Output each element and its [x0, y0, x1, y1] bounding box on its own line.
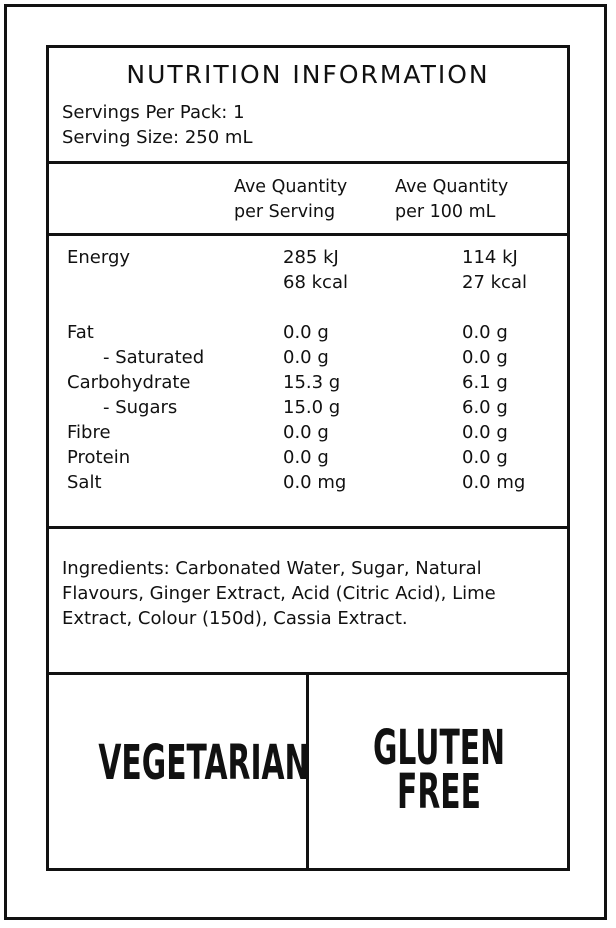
- column-header-per-serving-line2: per Serving: [234, 202, 336, 222]
- vegetarian-badge: VEGETARIAN: [98, 735, 310, 791]
- nutrient-per-100ml: 6.1 g: [462, 372, 508, 393]
- nutrient-name: Energy: [67, 247, 131, 268]
- ingredients-line: Flavours, Ginger Extract, Acid (Citric A…: [62, 583, 496, 604]
- nutrient-per-serving: 0.0 g: [283, 322, 329, 343]
- column-header-per-100ml: Ave Quantity per 100 mL: [395, 175, 508, 225]
- nutrient-name: Fat: [67, 322, 94, 343]
- column-header-per-100ml-line1: Ave Quantity: [395, 177, 509, 197]
- column-header-per-serving: Ave Quantity per Serving: [234, 175, 347, 225]
- ingredients-line: Extract, Colour (150d), Cassia Extract.: [62, 608, 408, 629]
- nutrient-per-100ml: 6.0 g: [462, 397, 508, 418]
- ingredients-text: Ingredients: Carbonated Water, Sugar, Na…: [62, 556, 562, 631]
- gluten-free-line1: GLUTEN: [372, 720, 506, 776]
- servings-per-pack: Servings Per Pack: 1: [62, 102, 245, 123]
- ingredients-line: Ingredients: Carbonated Water, Sugar, Na…: [62, 558, 482, 579]
- nutrient-per-100ml: 0.0 g: [462, 422, 508, 443]
- nutrient-per-serving: 0.0 g: [283, 347, 329, 368]
- nutrient-name: Fibre: [67, 422, 111, 443]
- label-outer-border: [4, 4, 607, 920]
- nutrient-per-serving: 15.0 g: [283, 397, 341, 418]
- column-header-per-100ml-line2: per 100 mL: [395, 202, 496, 222]
- nutrient-name: Carbohydrate: [67, 372, 191, 393]
- nutrient-per-serving: 285 kJ: [283, 247, 339, 268]
- nutrient-per-serving: 15.3 g: [283, 372, 341, 393]
- nutrient-per-serving: 0.0 g: [283, 422, 329, 443]
- divider-nutrients: [49, 526, 567, 529]
- nutrition-panel: NUTRITION INFORMATION Servings Per Pack:…: [46, 45, 570, 871]
- nutrient-per-100ml: 0.0 mg: [462, 472, 526, 493]
- nutrient-per-100ml: 0.0 g: [462, 447, 508, 468]
- nutrient-name: - Saturated: [103, 347, 205, 368]
- nutrient-per-100ml: 27 kcal: [462, 272, 527, 293]
- nutrient-per-serving: 68 kcal: [283, 272, 348, 293]
- divider-header: [49, 161, 567, 164]
- nutrient-per-100ml: 114 kJ: [462, 247, 518, 268]
- nutrient-name: - Sugars: [103, 397, 178, 418]
- panel-title: NUTRITION INFORMATION: [126, 60, 490, 89]
- divider-badges: [306, 672, 309, 871]
- nutrient-per-100ml: 0.0 g: [462, 347, 508, 368]
- divider-columns: [49, 233, 567, 236]
- nutrient-per-100ml: 0.0 g: [462, 322, 508, 343]
- nutrient-per-serving: 0.0 g: [283, 447, 329, 468]
- gluten-free-badge: GLUTEN FREE: [358, 720, 519, 820]
- nutrient-name: Protein: [67, 447, 131, 468]
- serving-size: Serving Size: 250 mL: [62, 127, 253, 148]
- nutrient-per-serving: 0.0 mg: [283, 472, 347, 493]
- column-header-per-serving-line1: Ave Quantity: [234, 177, 348, 197]
- gluten-free-line2: FREE: [397, 764, 481, 820]
- nutrient-name: Salt: [67, 472, 102, 493]
